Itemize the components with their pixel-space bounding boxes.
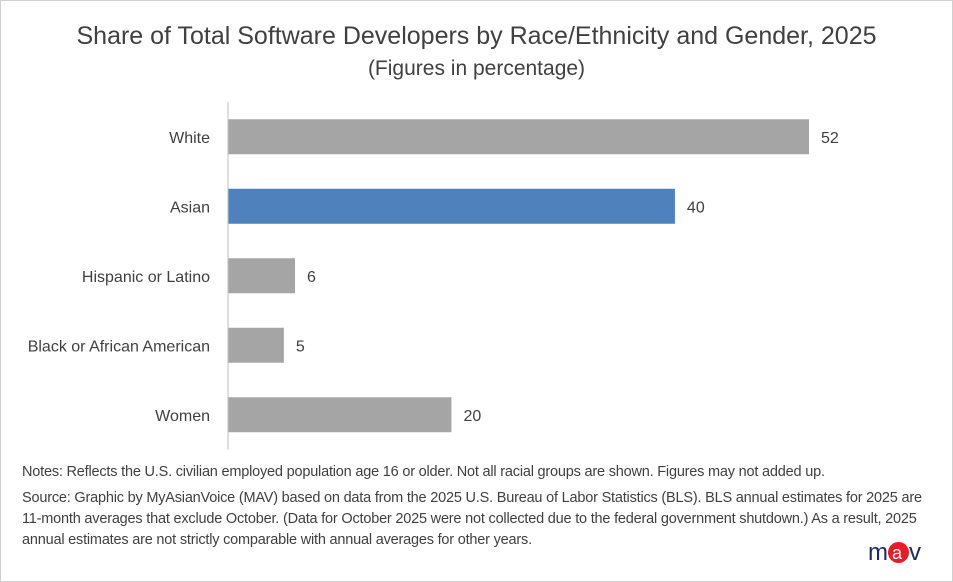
- data-label: 20: [463, 408, 481, 425]
- data-label: 5: [296, 338, 305, 355]
- data-label: 40: [687, 199, 705, 216]
- category-label: Women: [155, 408, 210, 425]
- chart-notes: Notes: Reflects the U.S. civilian employ…: [22, 464, 825, 480]
- data-label: 6: [307, 269, 316, 286]
- category-label: Asian: [170, 199, 210, 216]
- chart-source: Source: Graphic by MyAsianVoice (MAV) ba…: [22, 490, 922, 548]
- bar-white: [228, 119, 809, 155]
- svg-text:v: v: [909, 539, 921, 566]
- svg-text:a: a: [892, 543, 903, 563]
- chart-subtitle: (Figures in percentage): [367, 57, 586, 80]
- category-label: Black or African American: [28, 338, 210, 355]
- chart-title: Share of Total Software Developers by Ra…: [76, 22, 877, 50]
- category-label: Hispanic or Latino: [82, 269, 210, 286]
- bar-hispanic-or-latino: [228, 258, 296, 294]
- bar-women: [228, 397, 452, 433]
- mav-logo: m a v: [868, 539, 921, 566]
- category-label: White: [169, 130, 210, 147]
- data-label: 52: [821, 130, 839, 147]
- bar-asian: [228, 188, 675, 224]
- bar-black-or-african-american: [228, 327, 284, 363]
- svg-text:m: m: [868, 539, 888, 566]
